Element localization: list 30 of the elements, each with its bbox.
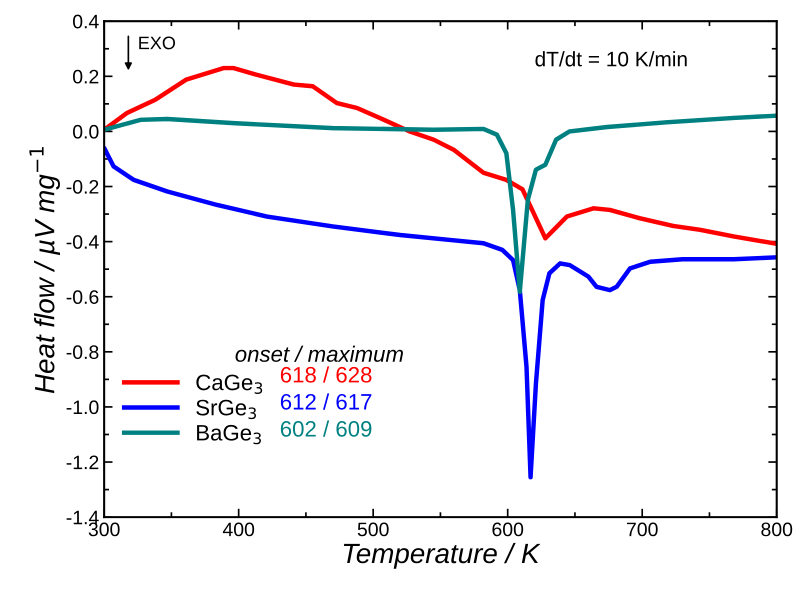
y-tick-label: -0.8: [66, 345, 98, 360]
x-axis-title: Temperature / K: [344, 542, 541, 569]
x-tick-label: 600: [492, 522, 524, 536]
y-tick-label: -0.4: [66, 235, 99, 249]
y-tick-label: 0.4: [73, 14, 99, 28]
y-tick-label: -1.0: [66, 400, 99, 414]
annotation: onset / maximum: [236, 346, 403, 362]
y-tick-label: -0.2: [66, 180, 98, 194]
y-tick-label: -1.4: [66, 510, 99, 524]
line-series: [104, 66, 777, 246]
y-tick-label: 0.0: [73, 124, 99, 139]
x-tick-label: 700: [626, 522, 658, 536]
x-tick-label: 500: [358, 522, 389, 536]
y-tick-label: -0.6: [66, 290, 98, 304]
x-tick-label: 300: [88, 522, 120, 536]
line-series: [104, 146, 777, 480]
y-tick-label: 0.2: [73, 70, 98, 84]
annotation: EXO: [139, 36, 176, 50]
line-series: [104, 113, 777, 294]
y-tick-label: -1.2: [66, 456, 98, 470]
annotation: 612 / 617: [280, 393, 372, 410]
legend-label: CaGe$_{3}$: [196, 374, 262, 394]
annotation: 602 / 609: [280, 420, 372, 437]
y-axis-title: Heat flow / µV mg$^{−1}$: [29, 147, 60, 394]
legend-label: BaGe$_{3}$: [197, 424, 261, 444]
x-tick-label: 400: [222, 522, 254, 536]
legend-label: SrGe$_{3}$: [196, 400, 256, 420]
x-tick-label: 800: [761, 522, 792, 536]
annotation: 618 / 628: [280, 366, 372, 383]
annotation: dT/dt = 10 K/min: [535, 51, 687, 66]
